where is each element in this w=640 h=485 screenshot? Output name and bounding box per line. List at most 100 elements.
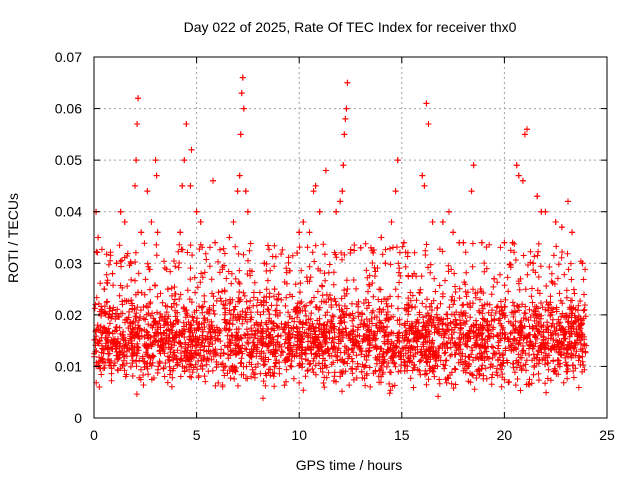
roti-point xyxy=(523,126,530,133)
roti-point xyxy=(501,239,508,246)
roti-point xyxy=(226,234,233,241)
roti-point xyxy=(127,260,134,267)
roti-point xyxy=(238,90,245,97)
roti-point xyxy=(312,182,319,189)
roti-point xyxy=(378,234,385,241)
y-tick-label: 0 xyxy=(74,410,82,426)
roti-point xyxy=(400,239,407,246)
roti-point xyxy=(101,286,108,293)
roti-point xyxy=(468,188,475,195)
roti-point xyxy=(421,182,428,189)
y-tick-label: 0.01 xyxy=(55,358,82,374)
roti-point xyxy=(339,188,346,195)
roti-point xyxy=(239,74,246,81)
roti-point xyxy=(342,115,349,122)
roti-point xyxy=(341,131,348,138)
roti-point xyxy=(579,260,586,267)
roti-point xyxy=(368,244,375,251)
roti-point xyxy=(343,105,350,112)
roti-point xyxy=(425,121,432,128)
roti-point xyxy=(445,208,452,215)
roti-point xyxy=(183,121,190,128)
roti-point xyxy=(179,182,186,189)
roti-point xyxy=(344,79,351,86)
roti-point xyxy=(261,260,268,267)
roti-point xyxy=(491,275,498,282)
roti-point xyxy=(181,157,188,164)
roti-point xyxy=(340,162,347,169)
roti-point xyxy=(244,208,251,215)
roti-point xyxy=(521,131,528,138)
roti-point xyxy=(210,177,217,184)
x-tick-label: 15 xyxy=(394,427,410,443)
roti-point xyxy=(530,260,537,267)
y-tick-label: 0.03 xyxy=(55,255,82,271)
roti-point xyxy=(236,172,243,179)
roti-point xyxy=(392,188,399,195)
roti-point xyxy=(271,286,278,293)
roti-point xyxy=(411,270,418,277)
roti-point xyxy=(230,219,237,226)
roti-point xyxy=(294,249,301,256)
y-tick-label: 0.07 xyxy=(55,49,82,65)
roti-point xyxy=(177,229,184,236)
roti-point xyxy=(144,188,151,195)
y-tick-label: 0.02 xyxy=(55,307,82,323)
x-tick-label: 0 xyxy=(90,427,98,443)
roti-point xyxy=(197,219,204,226)
roti-point xyxy=(306,229,313,236)
roti-point xyxy=(450,229,457,236)
roti-point xyxy=(429,219,436,226)
roti-point xyxy=(242,188,249,195)
roti-point xyxy=(519,177,526,184)
roti-point xyxy=(419,172,426,179)
roti-point xyxy=(134,121,141,128)
roti-point xyxy=(513,162,520,169)
roti-point xyxy=(152,157,159,164)
roti-point xyxy=(121,219,128,226)
y-tick-label: 0.05 xyxy=(55,152,82,168)
roti-point xyxy=(240,105,247,112)
roti-point xyxy=(322,167,329,174)
roti-point xyxy=(542,208,549,215)
roti-point xyxy=(164,286,171,293)
x-tick-label: 25 xyxy=(599,427,615,443)
x-tick-label: 20 xyxy=(497,427,513,443)
x-axis-label: GPS time / hours xyxy=(296,457,403,473)
roti-point xyxy=(133,157,140,164)
roti-point xyxy=(388,219,395,226)
roti-point xyxy=(109,270,116,277)
roti-point xyxy=(193,208,200,215)
roti-point xyxy=(439,219,446,226)
roti-point xyxy=(470,162,477,169)
roti-point xyxy=(337,198,344,205)
roti-point-markers xyxy=(91,74,590,402)
roti-point xyxy=(237,131,244,138)
roti-point xyxy=(552,219,559,226)
y-tick-label: 0.06 xyxy=(55,101,82,117)
x-tick-label: 5 xyxy=(193,427,201,443)
roti-point xyxy=(135,95,142,102)
roti-point xyxy=(509,239,516,246)
roti-point xyxy=(333,208,340,215)
roti-point xyxy=(154,229,161,236)
roti-point xyxy=(558,224,565,231)
roti-point xyxy=(310,188,317,195)
roti-point xyxy=(153,172,160,179)
roti-point xyxy=(460,239,467,246)
roti-point xyxy=(117,208,124,215)
roti-point xyxy=(188,146,195,153)
y-axis-label: ROTI / TECUs xyxy=(5,193,21,283)
roti-point xyxy=(534,193,541,200)
roti-point xyxy=(296,229,303,236)
y-tick-label: 0.04 xyxy=(55,204,82,220)
roti-point xyxy=(423,100,430,107)
roti-point xyxy=(132,182,139,189)
roti-point xyxy=(478,239,485,246)
roti-point xyxy=(515,172,522,179)
roti-point xyxy=(187,182,194,189)
x-tick-label: 10 xyxy=(291,427,307,443)
